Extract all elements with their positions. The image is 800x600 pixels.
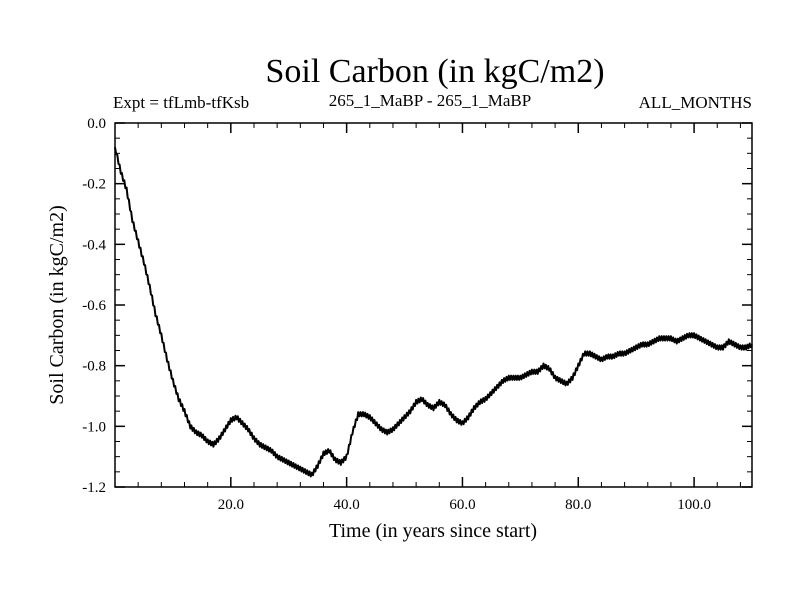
y-tick-labels: 0.0 -0.2 -0.4 -0.6 -0.8 -1.0 -1.2 [82, 116, 106, 496]
chart-title: Soil Carbon (in kgC/m2) [265, 53, 604, 90]
x-tick-label: 80.0 [565, 497, 591, 513]
chart-subtitle-right: ALL_MONTHS [639, 93, 752, 112]
y-tick-label: -1.2 [82, 480, 106, 496]
x-tick-label: 100.0 [677, 497, 711, 513]
x-tick-labels: 20.0 40.0 60.0 80.0 100.0 [218, 497, 711, 513]
plot-frame [114, 122, 753, 488]
x-tick-label: 40.0 [334, 497, 360, 513]
x-axis-label: Time (in years since start) [329, 520, 537, 542]
y-tick-label: -0.2 [82, 177, 106, 193]
chart-subtitle-left: Expt = tfLmb-tfKsb [113, 93, 249, 112]
y-axis-label: Soil Carbon (in kgC/m2) [46, 205, 68, 404]
y-tick-label: -0.8 [82, 359, 106, 375]
x-tick-label: 60.0 [449, 497, 475, 513]
y-tick-label: -1.0 [82, 419, 106, 435]
x-tick-label: 20.0 [218, 497, 244, 513]
chart-subtitle-center: 265_1_MaBP - 265_1_MaBP [329, 91, 531, 110]
y-tick-label: -0.4 [82, 237, 106, 253]
y-tick-label: -0.6 [82, 298, 106, 314]
axis-ticks [115, 122, 752, 488]
y-tick-label: 0.0 [87, 116, 106, 132]
series-line-soil-carbon [114, 147, 753, 478]
